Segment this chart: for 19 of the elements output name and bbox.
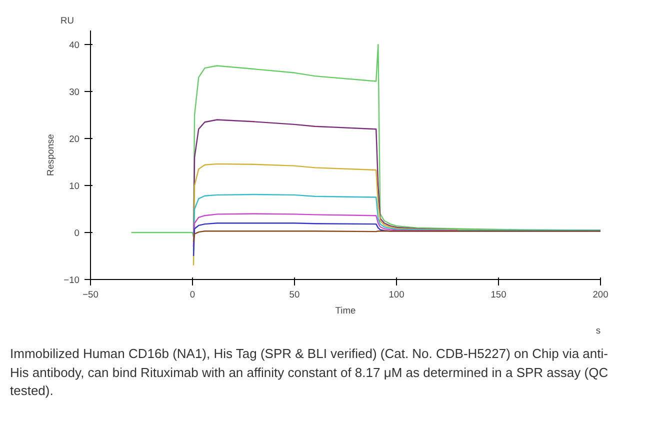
line-series [192, 230, 600, 243]
y-tick-label: 30 [69, 87, 80, 98]
x-tick-label: 100 [388, 290, 404, 300]
y-axis-title: Response [46, 134, 56, 176]
x-tick-label: 0 [190, 290, 196, 300]
x-tick-label: 150 [490, 290, 506, 300]
y-tick-label: −10 [64, 275, 80, 285]
y-tick-label: 40 [69, 40, 80, 50]
x-axis-title: Time [335, 306, 356, 316]
y-tick-label: 20 [69, 134, 80, 144]
text: RU [60, 16, 74, 26]
text: Immobilized Human CD16b (NA1), His Tag (SPR & BLI verified) (Cat. No. CDB-H5227) on Chip via anti-His antibody, can bind Rituximab with an affinity constant of 8.17 μM as determined in a SPR assay (QC tested). [10, 345, 610, 400]
text: s [596, 326, 601, 336]
line-series [192, 213, 458, 248]
y-tick-label: 0 [74, 228, 80, 238]
y-tick-label: 10 [69, 181, 80, 192]
x-tick-label: 50 [289, 290, 300, 300]
x-tick-label: −50 [82, 290, 98, 300]
x-tick-label: 200 [592, 290, 608, 300]
